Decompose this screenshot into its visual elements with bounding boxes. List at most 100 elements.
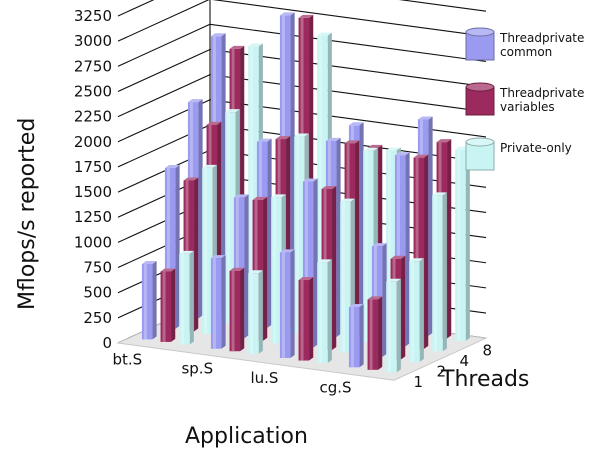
bar-top xyxy=(417,116,433,120)
bar-highlight xyxy=(350,306,354,368)
bar-highlight xyxy=(143,263,147,340)
bar xyxy=(294,136,305,333)
bar xyxy=(386,150,397,332)
bar-top xyxy=(279,12,295,16)
bar-top xyxy=(187,99,203,103)
bar-highlight xyxy=(319,262,323,364)
bar-highlight xyxy=(388,281,392,373)
bar-top xyxy=(141,260,157,264)
bar-highlight xyxy=(162,271,166,342)
gridline-side xyxy=(117,74,211,118)
bar-top xyxy=(409,258,424,262)
bar-top xyxy=(248,43,263,47)
legend-label: Private-only xyxy=(500,141,572,155)
bar-top xyxy=(432,192,447,196)
bar-highlight xyxy=(181,253,185,345)
y-tick-label: 1750 xyxy=(74,158,112,176)
y-tick-label: 2000 xyxy=(74,133,112,151)
bar-top xyxy=(252,196,268,200)
bar-side xyxy=(359,122,364,327)
bar-side xyxy=(263,196,268,341)
bar-highlight xyxy=(304,181,308,348)
legend-swatch-top xyxy=(465,27,495,37)
bar-side xyxy=(355,140,360,340)
gridline-side xyxy=(117,0,210,42)
bar-top xyxy=(386,147,401,151)
gridline-side xyxy=(117,48,211,92)
bar-highlight xyxy=(411,261,415,362)
y-tick-label: 750 xyxy=(83,259,112,277)
bar-side xyxy=(447,139,452,339)
bar-side xyxy=(465,146,470,341)
bar-side xyxy=(428,116,433,336)
bar xyxy=(202,167,213,334)
bar-top xyxy=(371,243,387,247)
category-label: cg.S xyxy=(319,378,351,396)
bar-top xyxy=(367,144,383,148)
bar xyxy=(298,280,310,361)
bar-side xyxy=(419,258,424,362)
y-tick-label: 1500 xyxy=(74,183,112,201)
bar-top xyxy=(413,154,429,158)
y-tick-label: 250 xyxy=(83,309,112,327)
bar-top xyxy=(317,259,332,263)
gridline-side xyxy=(117,23,211,67)
bar-side xyxy=(175,164,180,329)
gridline xyxy=(209,23,487,63)
bar-top xyxy=(256,138,272,142)
bar xyxy=(455,149,466,341)
bar xyxy=(160,271,172,342)
bar xyxy=(317,35,328,323)
bar xyxy=(348,306,360,368)
labels-layer: 0 250 500 750 1000 1250 1500 1750 2000 2250 2500 27… xyxy=(74,7,492,396)
bar-top xyxy=(317,32,332,36)
bar-side xyxy=(194,177,199,332)
bar-highlight xyxy=(457,149,461,341)
y-tick-label: 3250 xyxy=(74,7,112,25)
bar-top xyxy=(279,249,295,253)
bar-top xyxy=(164,164,180,168)
thread-label: 8 xyxy=(483,341,493,359)
legend-swatch-top xyxy=(465,137,495,147)
bar xyxy=(141,263,153,340)
y-tick-label: 2750 xyxy=(74,57,112,75)
bar xyxy=(210,258,222,349)
bar-highlight xyxy=(250,273,254,354)
bar-top xyxy=(275,136,291,140)
y-tick-label: 500 xyxy=(83,284,112,302)
bar-side xyxy=(336,137,341,338)
bar-top xyxy=(271,194,286,198)
bar-side xyxy=(442,192,447,352)
category-label: bt.S xyxy=(112,350,142,368)
bar-side xyxy=(309,277,314,361)
bar-highlight xyxy=(204,167,208,334)
bar-top xyxy=(348,303,364,307)
bar xyxy=(367,299,379,370)
y-axis-title: Mflops/s reported xyxy=(15,118,40,310)
bar-highlight xyxy=(273,197,277,344)
bar-top xyxy=(160,268,176,272)
bar-top xyxy=(229,267,245,271)
bar xyxy=(271,197,282,344)
bar-highlight xyxy=(415,157,419,349)
bar-side xyxy=(401,255,406,360)
bar-top xyxy=(225,109,240,113)
bar xyxy=(413,157,425,349)
legend-label: Threadprivate xyxy=(499,86,584,100)
bar-side xyxy=(198,99,203,319)
bar-top xyxy=(298,277,314,281)
gridline-side xyxy=(117,0,155,17)
bar xyxy=(225,112,236,324)
bar-side xyxy=(313,178,318,348)
bar-top xyxy=(394,152,410,156)
bar-highlight xyxy=(296,136,300,333)
bar xyxy=(302,181,314,348)
y-tick-label: 2250 xyxy=(74,108,112,126)
bar-highlight xyxy=(281,252,285,359)
bar-side xyxy=(327,259,332,364)
bar-top xyxy=(229,45,245,49)
bar-top xyxy=(344,140,360,144)
x-axis-title: Application xyxy=(185,424,308,449)
y-tick-label: 0 xyxy=(102,334,112,352)
